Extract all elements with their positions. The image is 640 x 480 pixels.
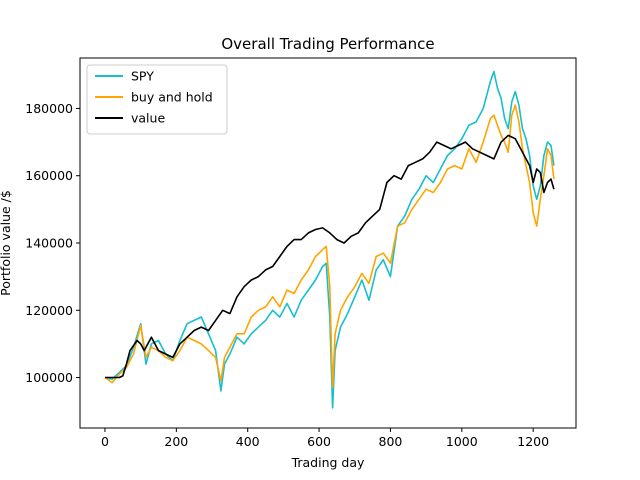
x-tick-label: 600 (307, 434, 331, 449)
plot-layer (104, 70, 555, 409)
series-line-SPY (104, 70, 555, 409)
y-tick-label: 180000 (25, 101, 73, 116)
y-axis-title: Portfolio value /$ (0, 190, 13, 296)
x-tick-label: 400 (236, 434, 260, 449)
y-tick-label: 100000 (25, 370, 73, 385)
series-line-value (105, 134, 555, 379)
x-tick-label: 1000 (446, 434, 478, 449)
chart-title: Overall Trading Performance (221, 35, 434, 53)
legend: SPY buy and hold value (86, 64, 228, 135)
legend-label: value (131, 111, 165, 126)
series-line-buy-and-hold (104, 104, 555, 389)
y-axis: 100000 120000 140000 160000 180000 (25, 101, 80, 385)
x-axis: 0 200 400 600 800 1000 1200 (101, 428, 549, 449)
x-tick-label: 0 (101, 434, 109, 449)
legend-box (86, 64, 228, 135)
x-axis-title: Trading day (291, 455, 365, 470)
y-tick-label: 120000 (25, 303, 73, 318)
legend-label: buy and hold (131, 90, 213, 105)
y-tick-label: 160000 (25, 168, 73, 183)
y-tick-label: 140000 (25, 236, 73, 251)
x-tick-label: 1200 (517, 434, 549, 449)
x-tick-label: 200 (164, 434, 188, 449)
x-tick-label: 800 (379, 434, 403, 449)
legend-label: SPY (131, 69, 154, 84)
